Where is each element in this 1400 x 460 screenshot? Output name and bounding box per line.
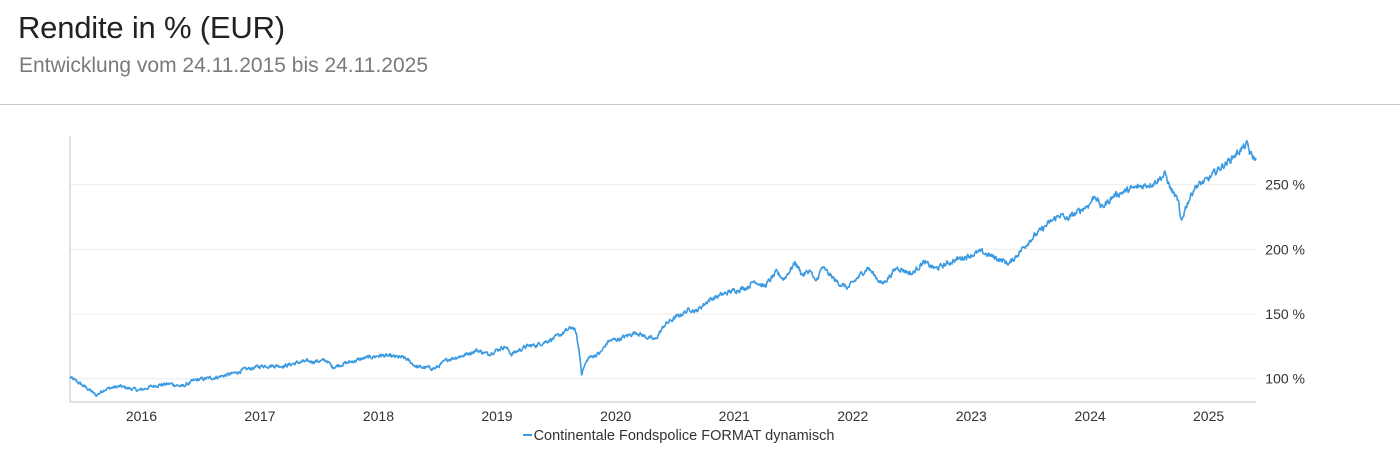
y-tick-label: 250 % [1265,177,1305,193]
legend-label: Continentale Fondspolice FORMAT dynamisc… [533,428,835,444]
x-tick-label: 2022 [837,408,868,424]
y-tick-label: 200 % [1265,241,1305,257]
tick-labels: 100 % 150 % 200 % 250 % 2016 2017 2018 2019 2020… [126,177,1305,424]
x-tick-label: 2020 [600,408,631,424]
series-line [69,139,1257,398]
x-tick-label: 2017 [244,408,275,424]
y-tick-label: 150 % [1265,306,1305,322]
header-divider [0,104,1400,105]
y-tick-label: 100 % [1265,371,1305,387]
chart-subtitle: Entwicklung vom 24.11.2015 bis 24.11.202… [19,54,428,77]
x-tick-label: 2018 [363,408,394,424]
x-tick-label: 2023 [956,408,987,424]
x-tick-label: 2019 [481,408,512,424]
series-layer [69,139,1257,398]
legend[interactable]: Continentale Fondspolice FORMAT dynamisc… [0,428,1357,444]
x-tick-label: 2025 [1193,408,1224,424]
axes [69,136,1256,403]
legend-swatch [522,434,532,437]
chart-title: Rendite in % (EUR) [18,10,285,45]
x-tick-label: 2016 [126,408,157,424]
x-tick-label: 2021 [719,408,750,424]
x-tick-label: 2024 [1075,408,1106,424]
grid-lines [70,184,1256,380]
